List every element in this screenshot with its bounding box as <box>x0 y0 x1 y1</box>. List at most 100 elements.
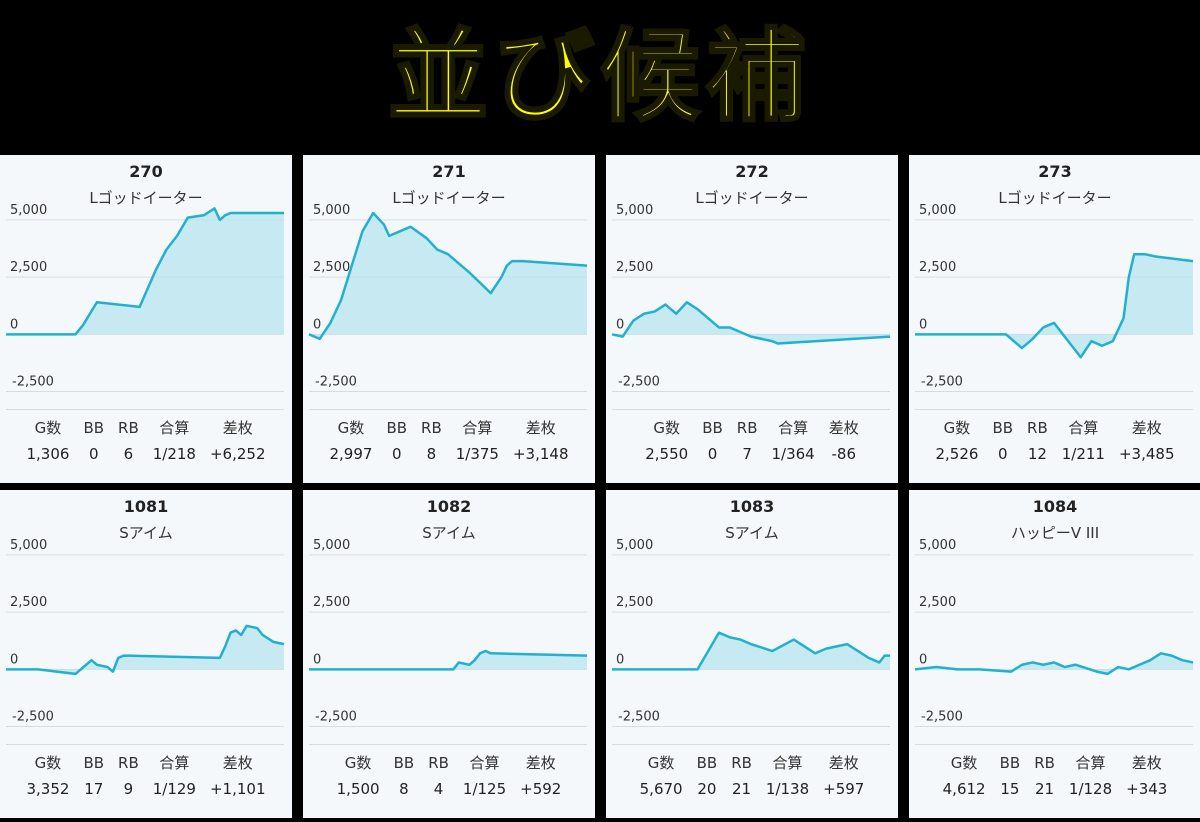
stat-games: G数 2,550 <box>645 417 688 465</box>
series-area <box>309 213 587 339</box>
stat-value: 1/211 <box>1061 445 1105 463</box>
stat-value: -86 <box>831 445 856 463</box>
stat-rb: RB 7 <box>737 417 758 465</box>
stat-value: 4,612 <box>942 780 986 798</box>
stat-bb: BB 0 <box>83 417 104 465</box>
stat-value: 1/125 <box>462 780 507 798</box>
panel-header: 1084 ハッピーV III <box>909 496 1200 544</box>
y-tick-label: 2,500 <box>616 595 653 610</box>
y-tick-label: 5,000 <box>616 538 653 553</box>
stat-value: +3,485 <box>1118 445 1175 463</box>
stat-diff: 差枚 +6,252 <box>210 417 266 465</box>
chart-panel: 1083 Sアイム 5,000 2,500 0 -2,500 G数 5,670 BB 20 RB 21… <box>606 490 898 818</box>
series-line <box>309 649 588 671</box>
stat-value: 7 <box>742 445 752 463</box>
chart-plot: 5,000 2,500 0 -2,500 <box>914 538 1194 746</box>
stat-games: G数 1,500 <box>337 752 380 800</box>
stat-games: G数 1,306 <box>26 417 69 465</box>
chart-plot: 5,000 2,500 0 -2,500 <box>915 203 1194 411</box>
series-area <box>612 632 890 670</box>
stat-value: 15 <box>1000 780 1020 798</box>
chart-panel: 272 Lゴッドイーター 5,000 2,500 0 -2,500 G数 2,550 BB 0 RB… <box>606 155 898 483</box>
stat-diff: 差枚 +3,148 <box>513 417 569 465</box>
stat-label: G数 <box>950 754 978 772</box>
stat-label: 差枚 <box>828 419 859 437</box>
panel-header: 1083 Sアイム <box>606 496 898 544</box>
stat-bb: BB 17 <box>83 752 104 800</box>
stat-label: RB <box>118 754 139 772</box>
y-tick-label: 5,000 <box>10 203 47 218</box>
stat-value: 1/364 <box>771 445 815 463</box>
y-tick-label: -2,500 <box>618 710 660 725</box>
chart-plot: 5,000 2,500 0 -2,500 <box>309 538 588 746</box>
y-tick-label: 0 <box>919 317 927 332</box>
machine-number: 1084 <box>1032 497 1078 516</box>
machine-name: Sアイム <box>725 524 779 542</box>
stats-table: G数 3,352 BB 17 RB 9 合算 1/129 差枚 +1,101 <box>0 752 292 800</box>
stat-label: RB <box>736 419 758 437</box>
chart-plot: 5,000 2,500 0 -2,500 <box>611 203 891 411</box>
stat-total: 合算 1/375 <box>456 417 499 465</box>
stat-label: 差枚 <box>1131 754 1162 772</box>
stat-label: G数 <box>34 419 62 437</box>
stat-bb: BB 15 <box>1000 752 1021 800</box>
chart-plot: 5,000 2,500 0 -2,500 <box>308 203 588 411</box>
stat-label: 差枚 <box>1131 419 1162 437</box>
stat-value: 2,526 <box>935 445 979 463</box>
y-tick-label: 0 <box>919 652 927 667</box>
stats-table: G数 2,526 BB 0 RB 12 合算 1/211 差枚 +3,485 <box>909 417 1200 465</box>
stat-value: +1,101 <box>209 780 266 798</box>
stat-label: 合算 <box>462 419 493 437</box>
stat-value: 1/138 <box>765 780 810 798</box>
stat-value: 4 <box>433 780 444 798</box>
series-area <box>6 208 284 335</box>
y-tick-label: -2,500 <box>12 710 54 725</box>
stat-label: 合算 <box>778 419 809 437</box>
stat-label: 差枚 <box>525 754 556 772</box>
stat-label: BB <box>83 419 105 437</box>
y-tick-label: 2,500 <box>616 260 653 275</box>
title-banner: 並び候補 <box>0 0 1200 150</box>
stat-value: 17 <box>84 780 104 798</box>
stats-table: G数 4,612 BB 15 RB 21 合算 1/128 差枚 +343 <box>909 752 1200 800</box>
y-tick-label: 0 <box>313 317 321 332</box>
chart-panel: 271 Lゴッドイーター 5,000 2,500 0 -2,500 G数 2,997 BB 0 RB… <box>303 155 595 483</box>
stats-table: G数 2,550 BB 0 RB 7 合算 1/364 差枚 -86 <box>606 417 898 465</box>
stat-label: RB <box>1034 754 1055 772</box>
stat-value: +3,148 <box>512 445 569 463</box>
panel-header: 273 Lゴッドイーター <box>909 161 1200 209</box>
stat-games: G数 5,670 <box>640 752 683 800</box>
y-tick-label: 5,000 <box>616 203 653 218</box>
stat-label: G数 <box>34 754 62 772</box>
stat-value: 2,550 <box>645 445 689 463</box>
series-line <box>612 631 890 671</box>
stat-rb: RB 12 <box>1027 417 1048 465</box>
stat-value: 21 <box>1035 780 1055 798</box>
series-line <box>308 211 588 341</box>
stat-value: 3,352 <box>26 780 70 798</box>
machine-name: ハッピーV III <box>1010 524 1100 542</box>
chart-panel: 1081 Sアイム 5,000 2,500 0 -2,500 G数 3,352 BB 17 RB 9 合… <box>0 490 292 818</box>
stat-value: 1/128 <box>1068 780 1113 798</box>
stat-label: G数 <box>647 754 675 772</box>
stat-diff: 差枚 +1,101 <box>210 752 266 800</box>
y-tick-label: -2,500 <box>921 375 963 390</box>
stat-value: 1/129 <box>152 780 196 798</box>
panel-header: 1081 Sアイム <box>0 496 292 544</box>
stat-label: G数 <box>344 754 372 772</box>
y-tick-label: -2,500 <box>618 375 660 390</box>
machine-number: 1083 <box>729 497 775 516</box>
stat-value: +597 <box>823 780 865 798</box>
machine-name: Lゴッドイーター <box>392 189 506 207</box>
stat-rb: RB 21 <box>1034 752 1055 800</box>
y-tick-label: 0 <box>616 652 624 667</box>
panel-header: 270 Lゴッドイーター <box>0 161 292 209</box>
stat-diff: 差枚 -86 <box>829 417 859 465</box>
stat-label: 差枚 <box>525 419 556 437</box>
banner-title: 並び候補 <box>387 17 812 137</box>
stat-label: 合算 <box>1068 419 1099 437</box>
stat-value: 20 <box>697 780 717 798</box>
stat-games: G数 3,352 <box>26 752 69 800</box>
stat-total: 合算 1/218 <box>153 417 196 465</box>
y-tick-label: 5,000 <box>313 203 350 218</box>
